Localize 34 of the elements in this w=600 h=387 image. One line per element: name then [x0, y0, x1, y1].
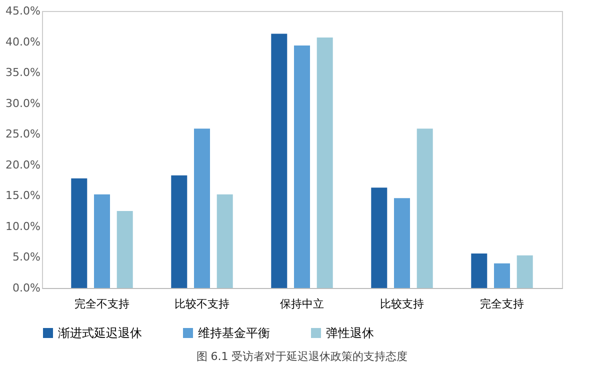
y-tick-label: 10.0% — [6, 220, 40, 233]
bar — [271, 34, 288, 288]
y-tick-label: 40.0% — [6, 35, 40, 48]
bar — [116, 211, 133, 288]
y-tick-label: 35.0% — [6, 66, 40, 80]
bar — [371, 188, 388, 288]
bar — [194, 128, 210, 288]
bar — [71, 178, 88, 288]
bar — [416, 128, 433, 288]
bar — [516, 255, 533, 288]
text: 图 6.1 受访者对于延迟退休政策的支持态度 — [196, 350, 408, 363]
x-tick-label: 比较不支持 — [174, 298, 230, 310]
bar — [471, 254, 488, 288]
y-tick-label: 0.0% — [12, 282, 40, 294]
y-tick-label: 5.0% — [12, 250, 40, 264]
y-tick-label: 25.0% — [6, 128, 40, 141]
bar — [394, 198, 410, 288]
bar — [316, 37, 333, 288]
y-tick-label: 30.0% — [6, 96, 40, 110]
x-tick-label: 完全支持 — [480, 298, 524, 310]
bar — [171, 175, 188, 288]
y-tick-label: 45.0% — [6, 4, 40, 18]
x-tick-label: 完全不支持 — [74, 298, 130, 310]
x-tick-label: 比较支持 — [380, 298, 424, 310]
y-tick-label: 20.0% — [6, 158, 40, 172]
bar — [294, 45, 310, 288]
bar — [94, 194, 110, 288]
legend-label: 渐进式延迟退休 — [58, 326, 142, 340]
bar — [216, 194, 233, 288]
x-tick-label: 保持中立 — [280, 298, 324, 310]
bar — [494, 263, 510, 288]
y-tick-label: 15.0% — [6, 189, 40, 202]
legend-label: 维持基金平衡 — [198, 326, 270, 340]
legend-label: 弹性退休 — [326, 326, 374, 340]
